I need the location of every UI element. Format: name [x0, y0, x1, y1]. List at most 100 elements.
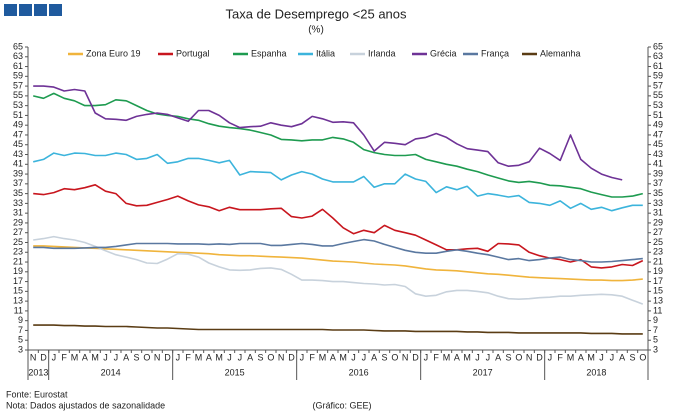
- x-tick-label: A: [330, 352, 336, 362]
- y2-tick-label: 19: [653, 266, 663, 276]
- y-tick-label: 3: [18, 344, 23, 354]
- y2-tick-label: 37: [653, 178, 663, 188]
- y-tick-label: 47: [13, 129, 23, 139]
- y2-tick-label: 59: [653, 71, 663, 81]
- y-tick-label: 41: [13, 159, 23, 169]
- y-tick-label: 63: [13, 51, 23, 61]
- x-tick-label: M: [91, 352, 99, 362]
- x-tick-label: O: [267, 352, 274, 362]
- y2-tick-label: 53: [653, 100, 663, 110]
- y-tick-label: 9: [18, 315, 23, 325]
- x-tick-label: A: [206, 352, 212, 362]
- year-label: 2014: [101, 367, 121, 377]
- y-tick-label: 37: [13, 178, 23, 188]
- x-tick-label: A: [82, 352, 88, 362]
- x-tick-label: J: [599, 352, 604, 362]
- legend-label: Irlanda: [368, 48, 396, 58]
- y-tick-label: 55: [13, 90, 23, 100]
- y2-tick-label: 13: [653, 296, 663, 306]
- y-tick-label: 61: [13, 61, 23, 71]
- x-tick-label: A: [578, 352, 584, 362]
- y2-tick-label: 47: [653, 129, 663, 139]
- x-tick-label: M: [587, 352, 595, 362]
- logo-block: [49, 4, 62, 16]
- y2-tick-label: 49: [653, 120, 663, 130]
- y-tick-label: 21: [13, 256, 23, 266]
- x-tick-label: J: [610, 352, 615, 362]
- x-tick-label: N: [154, 352, 161, 362]
- x-tick-label: N: [278, 352, 285, 362]
- y2-tick-label: 43: [653, 149, 663, 159]
- y-tick-label: 23: [13, 247, 23, 257]
- year-label: 2016: [349, 367, 369, 377]
- x-tick-label: J: [114, 352, 119, 362]
- y2-tick-label: 57: [653, 80, 663, 90]
- logo-block: [4, 4, 17, 16]
- y-tick-label: 27: [13, 227, 23, 237]
- y-tick-label: 29: [13, 217, 23, 227]
- year-label: 2013: [28, 367, 48, 377]
- series-line: [33, 324, 643, 335]
- y-tick-label: 45: [13, 139, 23, 149]
- legend-label: Espanha: [251, 48, 287, 58]
- x-tick-label: O: [515, 352, 522, 362]
- y2-tick-label: 3: [653, 344, 658, 354]
- x-tick-label: M: [195, 352, 203, 362]
- logo-block: [34, 4, 47, 16]
- x-tick-label: S: [629, 352, 635, 362]
- logo-block: [19, 4, 32, 16]
- y-tick-label: 49: [13, 120, 23, 130]
- note: Nota: Dados ajustados de sazonalidade: [6, 400, 165, 410]
- x-tick-label: A: [619, 352, 625, 362]
- x-tick-label: J: [486, 352, 491, 362]
- series-line: [33, 238, 643, 263]
- x-tick-label: J: [176, 352, 181, 362]
- x-tick-label: D: [164, 352, 171, 362]
- year-label: 2018: [586, 367, 606, 377]
- x-tick-label: J: [103, 352, 108, 362]
- x-tick-label: F: [61, 352, 67, 362]
- x-tick-label: A: [454, 352, 460, 362]
- y2-tick-label: 15: [653, 286, 663, 296]
- x-tick-label: J: [424, 352, 429, 362]
- series-line: [33, 152, 643, 212]
- y-tick-label: 51: [13, 110, 23, 120]
- x-tick-label: J: [227, 352, 232, 362]
- x-tick-label: M: [443, 352, 451, 362]
- y2-tick-label: 21: [653, 256, 663, 266]
- legend-label: Portugal: [176, 48, 210, 58]
- y2-tick-label: 65: [653, 41, 663, 51]
- x-tick-label: A: [247, 352, 253, 362]
- x-tick-label: M: [319, 352, 327, 362]
- y2-tick-label: 7: [653, 325, 658, 335]
- x-tick-label: J: [300, 352, 305, 362]
- x-tick-label: M: [215, 352, 223, 362]
- x-tick-label: J: [351, 352, 356, 362]
- source: Fonte: Eurostat: [6, 389, 68, 399]
- y2-tick-label: 39: [653, 168, 663, 178]
- x-tick-label: F: [433, 352, 439, 362]
- series-line: [33, 235, 644, 305]
- series-line: [33, 245, 643, 282]
- y-tick-label: 43: [13, 149, 23, 159]
- x-tick-label: J: [475, 352, 480, 362]
- x-tick-label: O: [143, 352, 150, 362]
- x-tick-label: D: [412, 352, 419, 362]
- y2-tick-label: 35: [653, 188, 663, 198]
- y2-tick-label: 51: [653, 110, 663, 120]
- y2-tick-label: 29: [653, 217, 663, 227]
- legend-label: Grécia: [430, 48, 457, 58]
- x-tick-label: F: [185, 352, 191, 362]
- y-tick-label: 7: [18, 325, 23, 335]
- y-tick-label: 39: [13, 168, 23, 178]
- y2-tick-label: 63: [653, 51, 663, 61]
- y-tick-label: 19: [13, 266, 23, 276]
- x-tick-label: M: [567, 352, 575, 362]
- y2-tick-label: 25: [653, 237, 663, 247]
- y-tick-label: 31: [13, 208, 23, 218]
- series-line: [33, 184, 644, 269]
- x-tick-label: D: [288, 352, 295, 362]
- x-tick-label: A: [495, 352, 501, 362]
- x-tick-label: D: [536, 352, 543, 362]
